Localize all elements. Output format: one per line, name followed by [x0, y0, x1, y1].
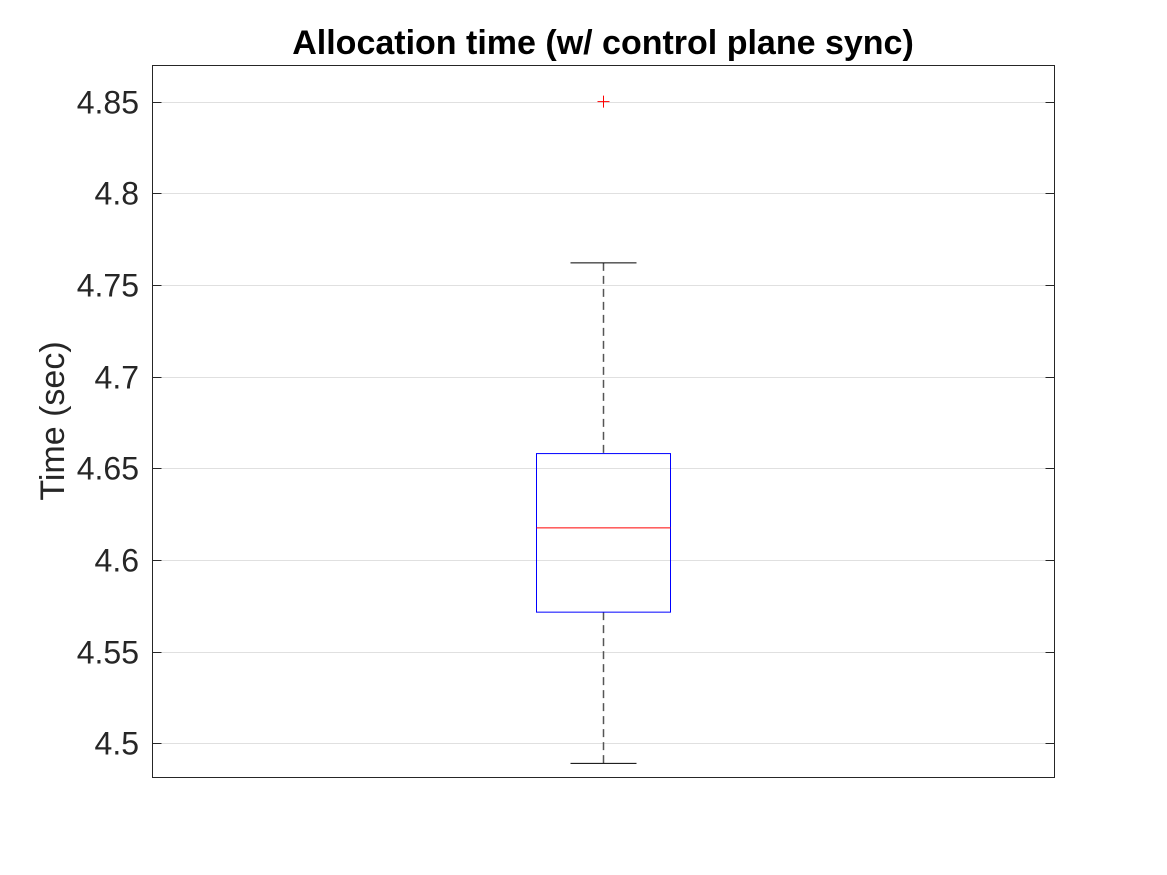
y-tick-label: 4.7 [95, 360, 139, 396]
plot-area [152, 65, 1055, 778]
y-tick-label: 4.5 [95, 726, 139, 762]
interquartile-box [536, 453, 671, 613]
outlier-marker [597, 95, 610, 108]
y-tick-label: 4.8 [95, 176, 139, 212]
y-tick-label: 4.75 [77, 268, 139, 304]
y-tick-label: 4.6 [95, 543, 139, 579]
grid-lines [152, 102, 1055, 744]
y-tick-label: 4.65 [77, 451, 139, 487]
chart-title: Allocation time (w/ control plane sync) [292, 24, 914, 62]
y-tick-label: 4.55 [77, 635, 139, 671]
y-axis-ticks: 4.5 4.55 4.6 4.65 4.7 4.75 4.8 4.85 [77, 85, 1055, 762]
y-axis-label: Time (sec) [34, 341, 72, 500]
y-tick-label: 4.85 [77, 85, 139, 121]
box-group [536, 95, 671, 764]
